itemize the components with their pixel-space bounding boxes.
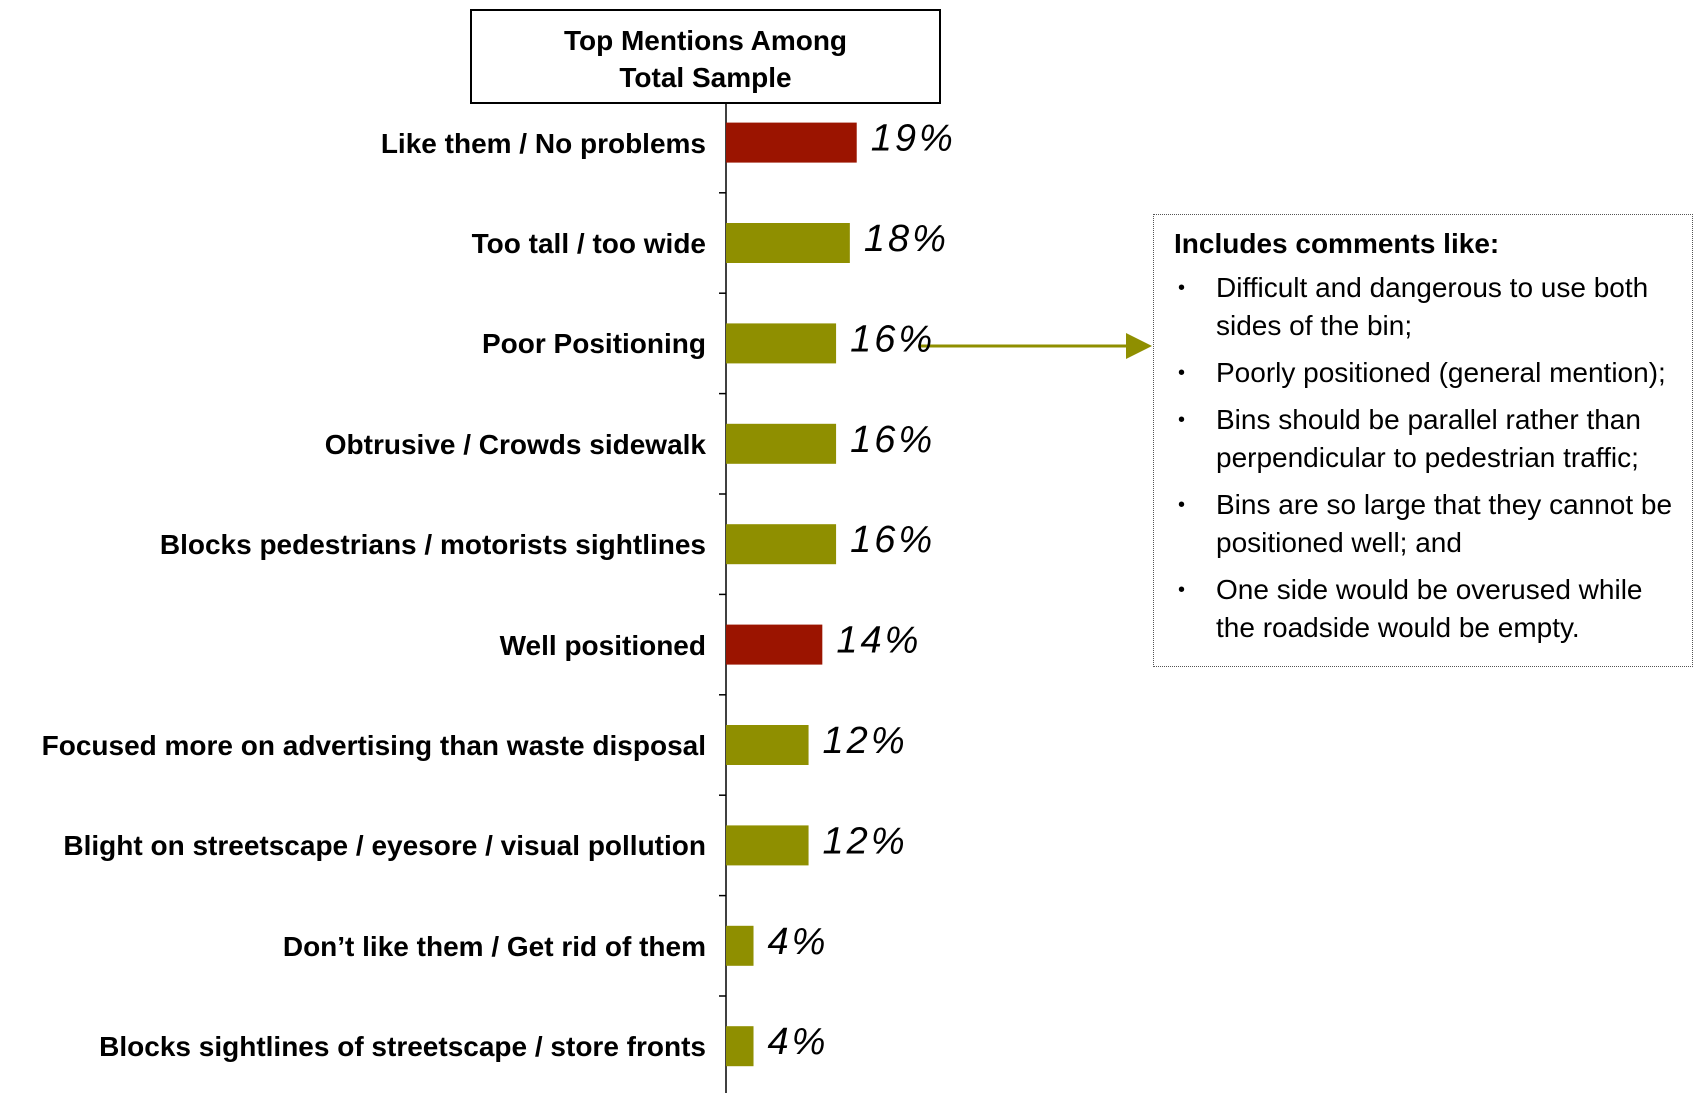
value-label: 16%: [850, 519, 935, 561]
bar: [726, 223, 850, 263]
category-label: Blight on streetscape / eyesore / visual…: [63, 830, 706, 862]
chart-title: Top Mentions Among Total Sample: [470, 9, 941, 104]
category-label: Blocks pedestrians / motorists sightline…: [159, 529, 706, 561]
value-label: 12%: [823, 720, 908, 762]
category-label: Blocks sightlines of streetscape / store…: [99, 1031, 706, 1063]
category-label: Like them / No problems: [380, 127, 706, 159]
category-label: Don’t like them / Get rid of them: [282, 930, 706, 962]
value-label: 19%: [871, 118, 956, 160]
category-label: Obtrusive / Crowds sidewalk: [324, 428, 706, 460]
annotation-item: Bins are so large that they cannot be po…: [1178, 486, 1686, 562]
annotation-item: Poorly positioned (general mention);: [1178, 354, 1686, 392]
value-label: 4%: [768, 921, 829, 963]
annotation-box: [1153, 214, 1693, 667]
category-label: Poor Positioning: [482, 328, 706, 360]
value-label: 18%: [864, 218, 949, 260]
bar: [726, 725, 809, 765]
category-label: Well positioned: [499, 629, 706, 661]
value-label: 4%: [768, 1021, 829, 1063]
bar: [726, 122, 857, 163]
annotation-title: Includes comments like:: [1174, 228, 1500, 259]
annotation: Includes comments like: Difficult and da…: [1174, 225, 1694, 656]
bar: [726, 423, 837, 464]
value-label: 12%: [823, 820, 908, 862]
category-label: Too tall / too wide: [471, 228, 706, 259]
bar: [726, 1026, 754, 1067]
bar: [726, 323, 837, 364]
annotation-item: Bins should be parallel rather than perp…: [1178, 401, 1686, 477]
value-label: 16%: [850, 318, 935, 360]
arrow-head: [1126, 333, 1152, 359]
category-label: Focused more on advertising than waste d…: [41, 730, 706, 761]
value-label: 16%: [850, 419, 935, 461]
annotation-item: One side would be overused while the roa…: [1178, 571, 1686, 647]
bar: [726, 925, 754, 966]
bar: [726, 624, 823, 665]
annotation-list: Difficult and dangerous to use both side…: [1174, 269, 1686, 647]
bar: [726, 825, 809, 866]
bar: [726, 524, 837, 565]
annotation-item: Difficult and dangerous to use both side…: [1178, 269, 1686, 345]
value-label: 14%: [836, 620, 921, 662]
